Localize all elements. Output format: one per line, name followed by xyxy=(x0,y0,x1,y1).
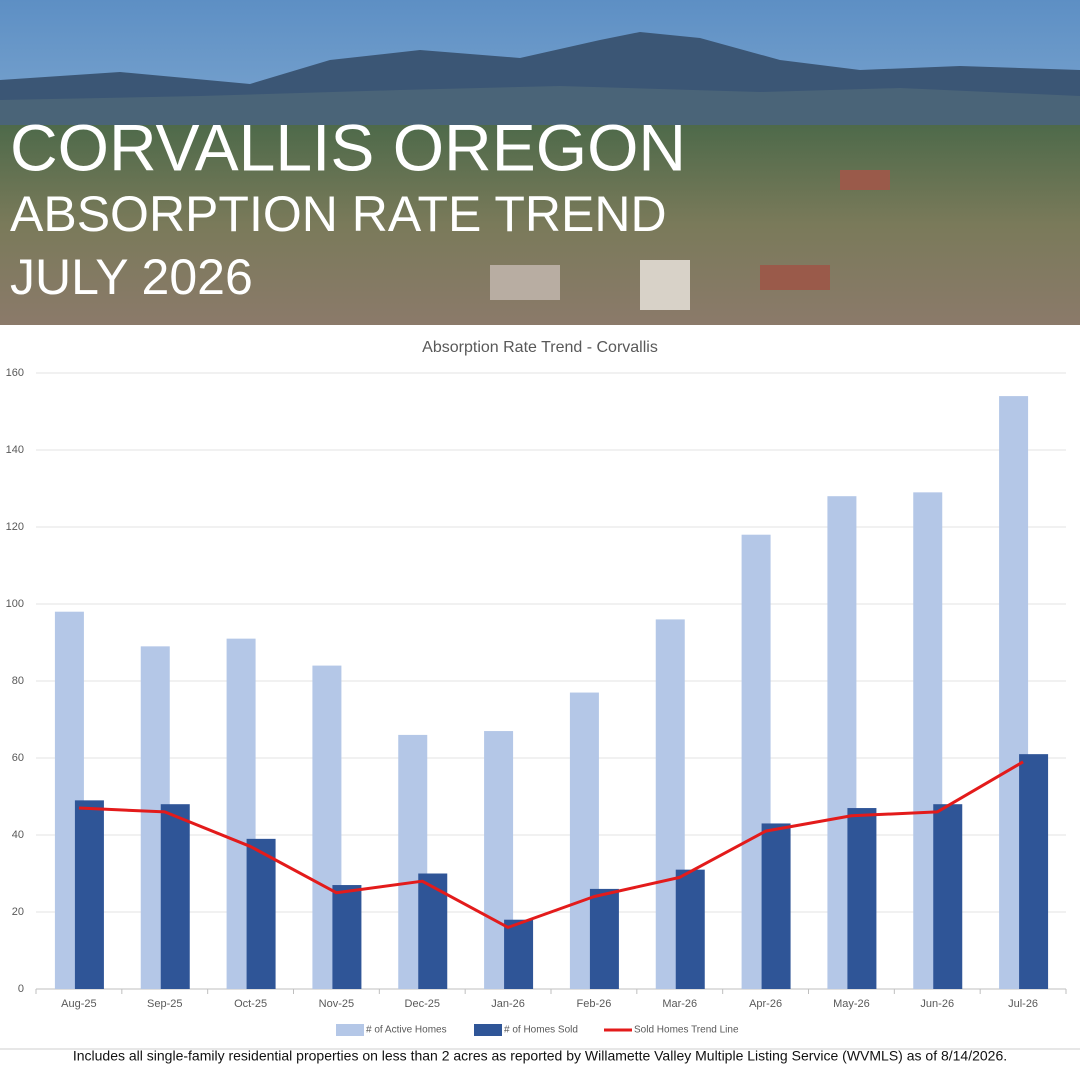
trend-line xyxy=(78,760,1024,929)
y-tick-label: 120 xyxy=(6,521,24,533)
y-tick-label: 140 xyxy=(6,444,24,456)
y-tick-label: 20 xyxy=(12,906,24,918)
y-tick-label: 100 xyxy=(6,598,24,610)
bar xyxy=(847,808,877,989)
x-tick-label: Feb-26 xyxy=(576,998,611,1010)
banner-title: CORVALLIS OREGON xyxy=(10,110,686,184)
y-tick-label: 160 xyxy=(6,367,24,379)
legend-label: # of Homes Sold xyxy=(504,1025,578,1036)
banner-date: JULY 2026 xyxy=(10,249,253,305)
bar xyxy=(246,838,276,989)
bar xyxy=(589,888,619,989)
legend-label: # of Active Homes xyxy=(366,1025,447,1036)
bar xyxy=(1019,754,1049,989)
bar xyxy=(933,804,963,989)
x-tick-label: Sep-25 xyxy=(147,998,182,1010)
legend-label: Sold Homes Trend Line xyxy=(634,1025,739,1036)
x-tick-label: Jun-26 xyxy=(920,998,954,1010)
x-tick-label: Dec-25 xyxy=(405,998,440,1010)
legend-swatch xyxy=(474,1024,502,1036)
y-tick-label: 40 xyxy=(12,829,24,841)
bar xyxy=(74,800,104,989)
bar xyxy=(332,885,362,989)
chart-title: Absorption Rate Trend - Corvallis xyxy=(422,339,658,356)
y-tick-label: 80 xyxy=(12,675,24,687)
x-tick-label: Aug-25 xyxy=(61,998,96,1010)
bar xyxy=(675,869,705,989)
y-tick-label: 60 xyxy=(12,752,24,764)
y-tick-label: 0 xyxy=(18,983,24,995)
legend-swatch xyxy=(336,1024,364,1036)
x-tick-label: Apr-26 xyxy=(749,998,782,1010)
x-tick-label: May-26 xyxy=(833,998,870,1010)
x-tick-label: Oct-25 xyxy=(234,998,267,1010)
banner-photo xyxy=(0,0,1080,325)
x-tick-label: Jan-26 xyxy=(491,998,525,1010)
bar xyxy=(761,823,791,989)
x-tick-label: Jul-26 xyxy=(1008,998,1038,1010)
bar xyxy=(160,804,190,989)
bar xyxy=(504,919,534,989)
footnote: Includes all single-family residential p… xyxy=(73,1048,1007,1064)
banner-subtitle: ABSORPTION RATE TREND xyxy=(10,186,667,242)
x-tick-label: Mar-26 xyxy=(662,998,697,1010)
x-tick-label: Nov-25 xyxy=(319,998,354,1010)
